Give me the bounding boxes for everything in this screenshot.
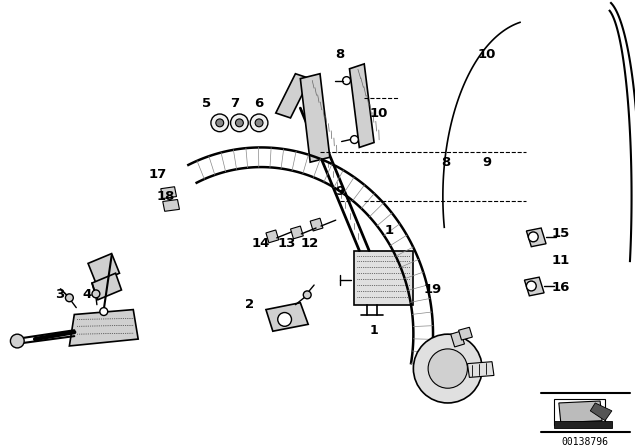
Text: 10: 10 <box>478 47 496 60</box>
Text: 8: 8 <box>441 155 451 168</box>
Text: 17: 17 <box>148 168 167 181</box>
Polygon shape <box>349 64 374 147</box>
Circle shape <box>413 334 482 403</box>
Text: 19: 19 <box>424 284 442 297</box>
Circle shape <box>92 290 100 298</box>
Polygon shape <box>554 399 605 425</box>
Circle shape <box>278 313 291 326</box>
Polygon shape <box>310 218 323 231</box>
Polygon shape <box>92 273 122 300</box>
Circle shape <box>10 334 24 348</box>
Polygon shape <box>459 327 472 340</box>
Polygon shape <box>355 250 413 305</box>
Polygon shape <box>163 199 179 211</box>
Circle shape <box>526 281 536 291</box>
Polygon shape <box>291 226 303 239</box>
Polygon shape <box>266 230 279 243</box>
Text: 4: 4 <box>83 289 92 302</box>
Circle shape <box>216 119 224 127</box>
Circle shape <box>250 114 268 132</box>
Text: 8: 8 <box>335 47 344 60</box>
Circle shape <box>211 114 228 132</box>
Text: 11: 11 <box>552 254 570 267</box>
Text: 6: 6 <box>255 97 264 110</box>
Text: 15: 15 <box>552 228 570 241</box>
Polygon shape <box>266 303 308 331</box>
Polygon shape <box>554 421 612 427</box>
Text: 10: 10 <box>370 107 388 120</box>
Polygon shape <box>69 310 138 346</box>
Text: 18: 18 <box>157 190 175 203</box>
Text: 9: 9 <box>483 155 492 168</box>
Text: 13: 13 <box>277 237 296 250</box>
Polygon shape <box>451 331 465 347</box>
Polygon shape <box>88 254 120 283</box>
Text: 5: 5 <box>202 97 212 110</box>
Polygon shape <box>300 74 330 162</box>
Polygon shape <box>526 228 546 247</box>
Polygon shape <box>559 401 602 422</box>
Circle shape <box>342 77 351 85</box>
Circle shape <box>236 119 243 127</box>
Text: 12: 12 <box>301 237 319 250</box>
Text: 00138796: 00138796 <box>562 437 609 448</box>
Circle shape <box>100 308 108 315</box>
Circle shape <box>303 291 311 299</box>
Circle shape <box>428 349 467 388</box>
Text: 1: 1 <box>384 224 394 237</box>
Text: 2: 2 <box>244 298 254 311</box>
Text: 1: 1 <box>370 324 378 337</box>
Polygon shape <box>590 403 612 421</box>
Circle shape <box>255 119 263 127</box>
Polygon shape <box>467 362 494 377</box>
Circle shape <box>529 232 538 242</box>
Polygon shape <box>161 187 177 198</box>
Text: 14: 14 <box>252 237 270 250</box>
Text: 7: 7 <box>230 97 239 110</box>
Circle shape <box>65 294 74 302</box>
Polygon shape <box>524 277 544 296</box>
Text: 3: 3 <box>55 289 64 302</box>
Text: 16: 16 <box>552 281 570 294</box>
Polygon shape <box>276 74 310 118</box>
Text: 9: 9 <box>335 185 344 198</box>
Circle shape <box>230 114 248 132</box>
Circle shape <box>351 136 358 143</box>
